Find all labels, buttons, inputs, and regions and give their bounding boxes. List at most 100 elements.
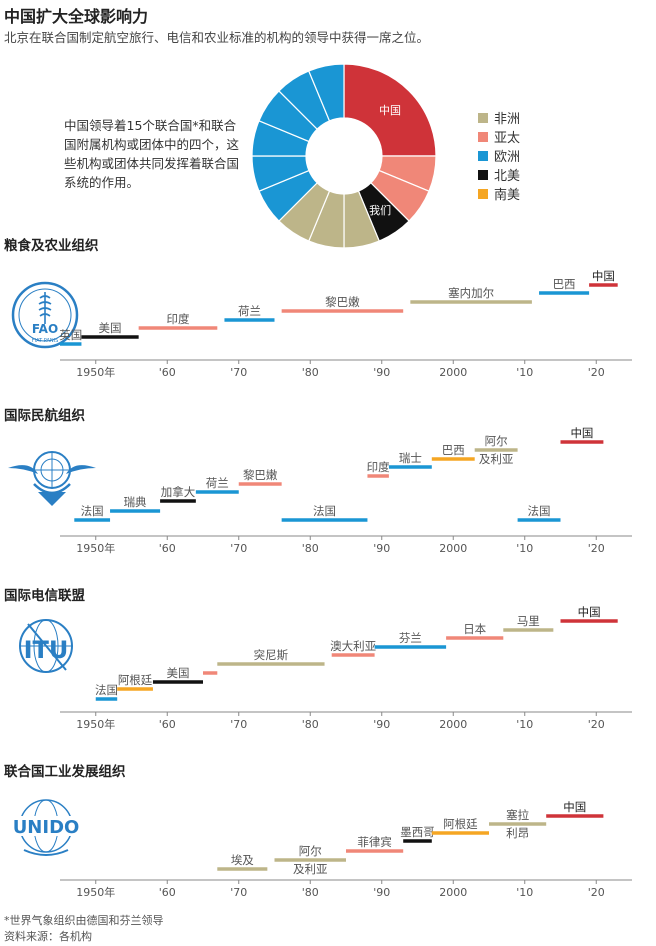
leader-label: 巴西 [442,443,465,457]
timeline-icao: 1950年 '60 '70 '80 '90 2000 '10 '20 法国 瑞典加拿大荷兰黎巴嫩法… [60,426,632,554]
section-title-itu: 国际电信联盟 [4,588,85,604]
leader-label-cont: 及利亚 [293,862,328,876]
leader-label: 日本 [463,622,486,636]
leader-label: 塞内加尔 [448,286,494,300]
timeline-fao: 1950年 '60 '70 '80 '90 2000 '10 '20 英国 美国 印度 荷兰 黎巴嫩 塞内… [59,269,632,379]
leader-label: 芬兰 [399,631,422,645]
axis-tick-label: '20 [588,886,605,898]
axis-tick-label: '70 [230,366,247,379]
leader-label: 阿根廷 [443,817,478,831]
leader-label: 中国 [563,800,586,814]
leader-label: 法国 [528,504,551,518]
leader-label: 突尼斯 [254,648,289,662]
un-emblem-icao [8,451,96,506]
axis-tick-label: '80 [302,718,319,731]
leader-label: 瑞士 [399,451,422,465]
axis-tick-label: 1950年 [76,885,115,898]
axis-tick-label: 2000 [439,886,467,898]
itu-logo: ITU [19,619,73,673]
leader-label: 巴西 [553,277,576,291]
axis-tick-label: '60 [159,366,176,379]
page-title: 中国扩大全球影响力 [4,7,149,26]
legend-swatch [478,188,488,199]
axis-tick-label: '70 [230,718,247,731]
axis-tick-label: '10 [516,366,533,379]
legend-swatch [478,169,488,180]
leader-label: 澳大利亚 [330,639,376,653]
legend-label: 欧洲 [494,150,521,165]
axis-tick-label: 1950年 [76,365,115,379]
leader-label: 中国 [570,426,593,440]
axis-tick-label: '20 [588,542,605,554]
axis-tick-label: 2000 [439,366,467,379]
leader-label: 荷兰 [238,304,261,318]
leader-label: 菲律宾 [357,835,392,849]
section-title-icao: 国际民航组织 [4,408,85,424]
footnote: *世界气象组织由德国和芬兰领导 [4,914,164,927]
axis-tick-label: '70 [230,886,247,898]
leader-label: 埃及 [231,853,254,867]
axis-tick-label: '10 [516,718,533,731]
axis-tick-label: '10 [516,886,533,898]
axis-tick-label: '60 [159,718,176,731]
legend-swatch [478,112,488,123]
donut-note: 中国领导着15个联合国*和联合国附属机构或团体中的四个，这些机构或团体共同发挥着… [64,118,240,190]
axis-tick-label: '20 [588,366,605,379]
axis-tick-label: 2000 [439,542,467,554]
leader-label: 马里 [517,614,540,628]
axis-tick-label: '90 [373,886,390,898]
leader-label: 阿尔 [299,844,322,858]
leader-label: 印度 [166,312,189,326]
leader-label: 中国 [578,605,601,619]
axis-tick-label: '80 [302,366,319,379]
leader-label: 英国 [59,328,82,342]
leader-label: 阿尔 [485,434,508,448]
legend-item-africa: 非洲 [478,108,520,127]
donut-slice-label: 中国 [379,104,401,117]
leader-label: 中国 [592,269,615,283]
axis-tick-label: '80 [302,542,319,554]
legend-swatch [478,131,488,142]
axis-tick-label: 1950年 [76,541,115,554]
section-title-unido: 联合国工业发展组织 [4,764,126,780]
unido-logo: UNIDO [13,799,80,856]
leader-label: 印度 [367,460,390,474]
svg-text:UNIDO: UNIDO [13,817,80,838]
legend-label: 亚太 [494,131,521,146]
leader-label: 瑞典 [124,495,147,509]
leader-label: 墨西哥 [400,825,435,839]
axis-tick-label: 1950年 [76,717,115,731]
axis-tick-label: '20 [588,718,605,731]
leader-label: 加拿大 [161,485,196,499]
svg-text:FIAT PANIS: FIAT PANIS [32,338,59,344]
legend-label: 非洲 [494,112,521,127]
svg-text:FAO: FAO [32,322,58,336]
donut-slice-12 [308,63,345,122]
fao-logo: FAO FIAT PANIS [11,281,79,349]
axis-tick-label: '90 [373,366,390,379]
axis-tick-label: '90 [373,718,390,731]
legend-label: 南美 [494,188,521,203]
source: 资料来源：各机构 [4,930,92,943]
legend-item-europe: 欧洲 [478,146,520,165]
legend: 非洲亚太欧洲北美南美 [478,108,520,203]
page-subtitle: 北京在联合国制定航空旅行、电信和农业标准的机构的领导中获得一席之位。 [4,30,430,45]
axis-tick-label: '60 [159,542,176,554]
axis-tick-label: '60 [159,886,176,898]
leader-label: 法国 [81,504,104,518]
leader-label: 塞拉 [506,808,529,822]
leader-label-cont: 及利亚 [479,452,514,466]
axis-tick-label: '10 [516,542,533,554]
legend-label: 北美 [494,169,521,184]
leader-label: 黎巴嫩 [243,468,278,482]
leader-label: 法国 [313,504,336,518]
legend-item-north_america: 北美 [478,165,520,184]
leader-label: 黎巴嫩 [325,295,360,309]
leader-label: 法国 [95,683,118,697]
leader-label: 阿根廷 [118,673,153,687]
section-title-fao: 粮食及农业组织 [4,238,99,254]
axis-tick-label: 2000 [439,718,467,731]
